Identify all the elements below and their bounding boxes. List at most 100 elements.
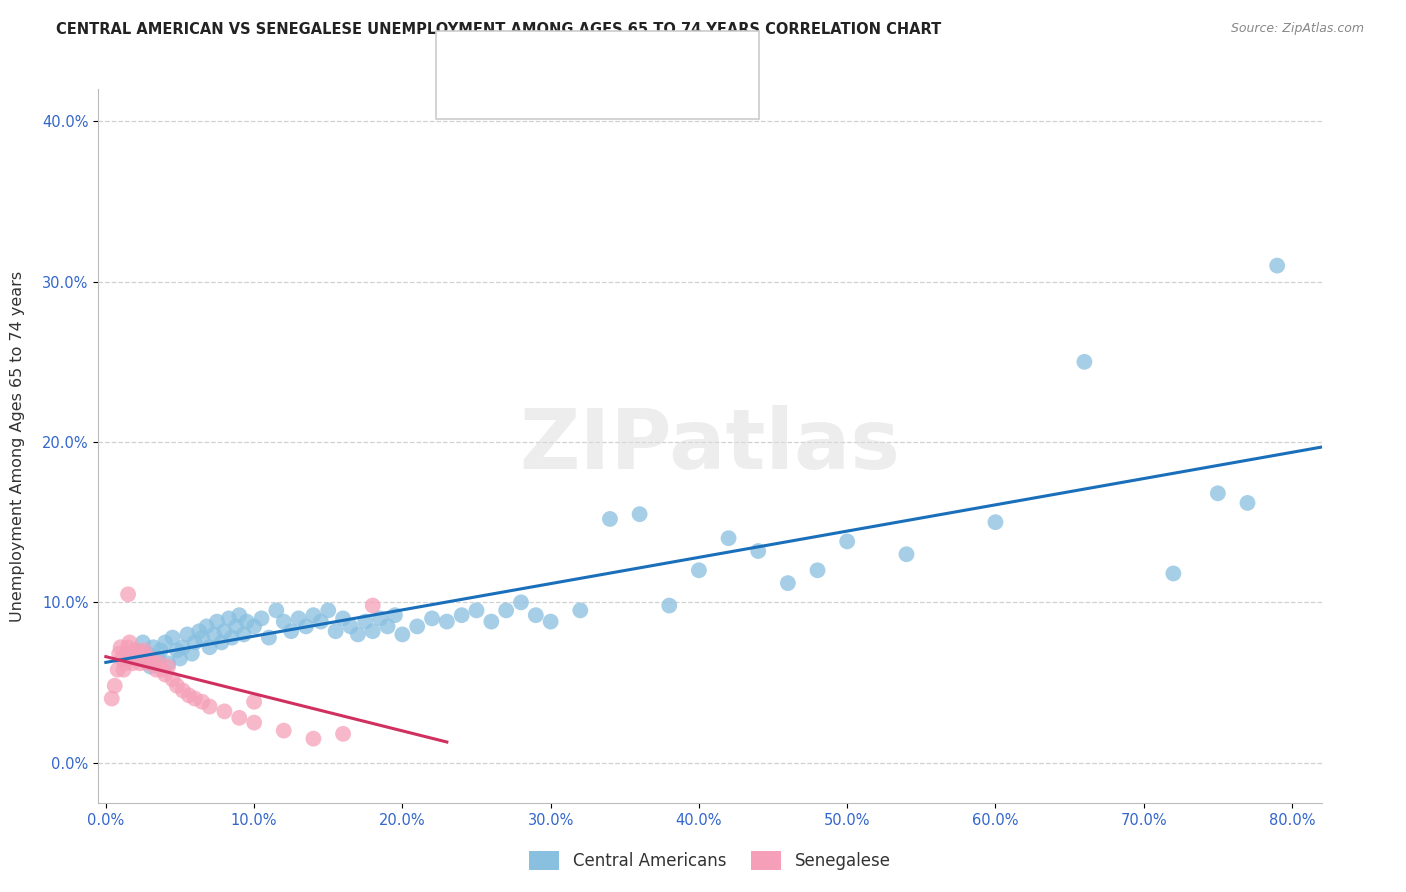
Point (111, 651, 134, 665)
Point (139, 651, 162, 665)
Point (117, 587, 139, 601)
Point (131, 651, 153, 665)
Point (266, 603, 288, 617)
Point (361, 624, 384, 639)
Point (391, 627, 413, 641)
Point (125, 643, 148, 657)
Point (332, 611, 354, 625)
Text: R = -0.278    N = 46: R = -0.278 N = 46 (495, 83, 678, 101)
Point (142, 657, 165, 671)
Point (250, 611, 273, 625)
Point (114, 657, 136, 671)
Point (127, 647, 149, 661)
Point (1073, 355, 1095, 369)
Point (120, 651, 142, 665)
Point (599, 512, 621, 526)
Point (354, 615, 377, 629)
Point (148, 657, 170, 671)
Point (184, 691, 207, 706)
Point (347, 627, 370, 641)
Point (136, 647, 159, 661)
Point (214, 705, 236, 719)
Point (135, 651, 157, 665)
Point (132, 635, 155, 649)
Point (235, 615, 257, 629)
Point (747, 544, 769, 558)
Point (302, 731, 325, 746)
Point (243, 619, 266, 633)
Point (361, 599, 384, 613)
Point (162, 631, 184, 645)
Point (108, 647, 131, 661)
Point (145, 663, 167, 677)
Point (377, 619, 399, 633)
Point (332, 727, 354, 741)
Point (1236, 496, 1258, 510)
Point (146, 651, 169, 665)
Point (110, 640, 132, 655)
Point (218, 611, 240, 625)
Point (436, 615, 458, 629)
Point (139, 659, 162, 673)
Point (228, 711, 250, 725)
Point (177, 689, 200, 703)
Point (176, 627, 198, 641)
Point (195, 619, 218, 633)
Point (1163, 566, 1185, 581)
Point (188, 624, 211, 639)
Point (225, 619, 247, 633)
Point (169, 651, 191, 665)
Point (243, 695, 266, 709)
Point (214, 624, 236, 639)
Point (273, 723, 295, 738)
Point (124, 643, 146, 657)
Point (1265, 259, 1288, 273)
Point (112, 663, 135, 677)
Point (162, 673, 184, 687)
Point (180, 647, 202, 661)
Point (569, 603, 592, 617)
Point (316, 603, 339, 617)
Point (717, 531, 740, 545)
Legend: Central Americans, Senegalese: Central Americans, Senegalese (523, 844, 897, 877)
Point (142, 640, 165, 655)
Point (465, 603, 488, 617)
Point (540, 615, 562, 629)
Point (420, 611, 443, 625)
Point (157, 659, 180, 673)
Point (984, 515, 1007, 529)
Point (406, 619, 429, 633)
Text: R =  0.535    N = 79: R = 0.535 N = 79 (495, 48, 678, 66)
Point (495, 603, 517, 617)
Point (205, 615, 228, 629)
Point (121, 657, 143, 671)
Point (202, 627, 225, 641)
Point (806, 563, 828, 577)
Point (1206, 486, 1229, 500)
Y-axis label: Unemployment Among Ages 65 to 74 years: Unemployment Among Ages 65 to 74 years (10, 270, 25, 622)
Point (776, 576, 799, 591)
Point (273, 615, 295, 629)
Text: ZIPatlas: ZIPatlas (520, 406, 900, 486)
Point (211, 635, 233, 649)
Point (172, 640, 194, 655)
Point (118, 635, 141, 649)
Point (384, 608, 406, 623)
Point (368, 611, 391, 625)
Point (127, 651, 149, 665)
Point (510, 595, 533, 609)
Point (198, 640, 221, 655)
Point (450, 608, 472, 623)
Point (325, 624, 347, 639)
Point (124, 651, 146, 665)
Point (287, 611, 309, 625)
Point (122, 647, 145, 661)
Point (104, 679, 127, 693)
Point (221, 631, 243, 645)
Point (524, 608, 547, 623)
Point (309, 615, 332, 629)
Bar (456, 79, 484, 104)
Text: Source: ZipAtlas.com: Source: ZipAtlas.com (1230, 22, 1364, 36)
Point (184, 635, 207, 649)
Point (153, 667, 176, 681)
